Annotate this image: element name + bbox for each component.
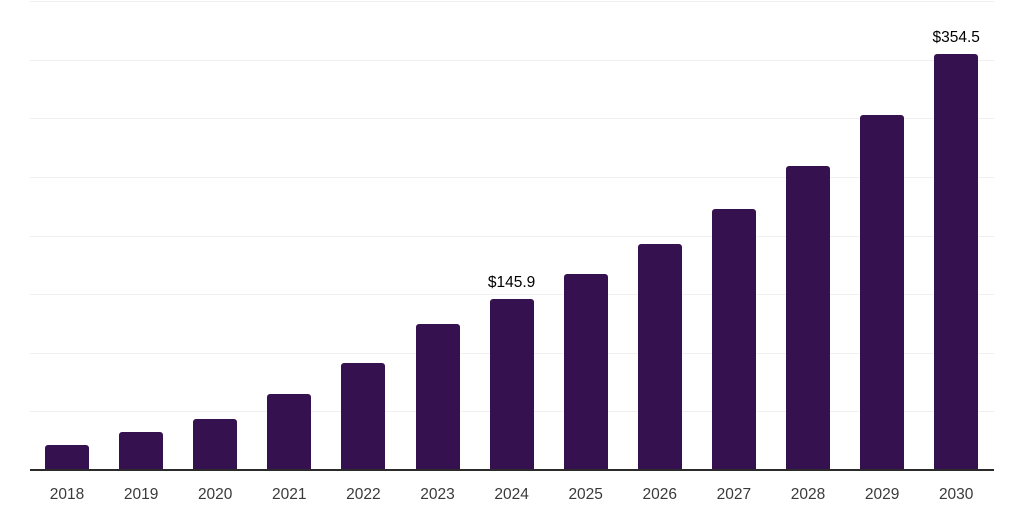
gridline-200 <box>30 235 994 237</box>
bar-2023 <box>415 323 460 470</box>
bar-2029 <box>860 114 905 470</box>
x-tick-label-2024: 2024 <box>494 486 529 503</box>
x-tick-label-2018: 2018 <box>49 486 85 503</box>
x-tick-label-2026: 2026 <box>642 486 678 503</box>
bar-2019 <box>119 432 164 470</box>
bar-2024 <box>489 298 534 470</box>
gridline-150 <box>30 294 994 296</box>
value-label-2030: $354.5 <box>932 29 980 47</box>
bar-2028 <box>786 166 830 470</box>
x-tick-label-2022: 2022 <box>346 486 381 503</box>
gridline-400 <box>30 0 994 2</box>
x-tick-label-2029: 2029 <box>864 486 900 503</box>
bar-2025 <box>563 273 608 470</box>
value-label-2024: $145.9 <box>487 273 536 291</box>
x-tick-label-2028: 2028 <box>790 486 826 503</box>
gridline-350 <box>30 59 994 61</box>
x-tick-label-2023: 2023 <box>420 486 455 503</box>
x-axis-line <box>30 468 994 471</box>
gridline-300 <box>30 118 994 120</box>
bar-2026 <box>637 244 682 470</box>
bar-2018 <box>45 444 89 470</box>
gridline-0 <box>30 470 994 471</box>
bar-2021 <box>267 393 312 470</box>
bar-2020 <box>193 419 238 470</box>
x-tick-label-2027: 2027 <box>716 486 752 503</box>
bar-2022 <box>341 362 386 470</box>
x-tick-label-2019: 2019 <box>123 486 159 503</box>
gridline-250 <box>30 176 994 178</box>
x-tick-label-2025: 2025 <box>568 486 603 503</box>
x-tick-label-2021: 2021 <box>272 486 307 503</box>
bar-2030 <box>934 54 979 470</box>
bar-2027 <box>711 208 756 470</box>
x-tick-label-2030: 2030 <box>938 486 974 503</box>
x-tick-label-2020: 2020 <box>197 486 233 503</box>
